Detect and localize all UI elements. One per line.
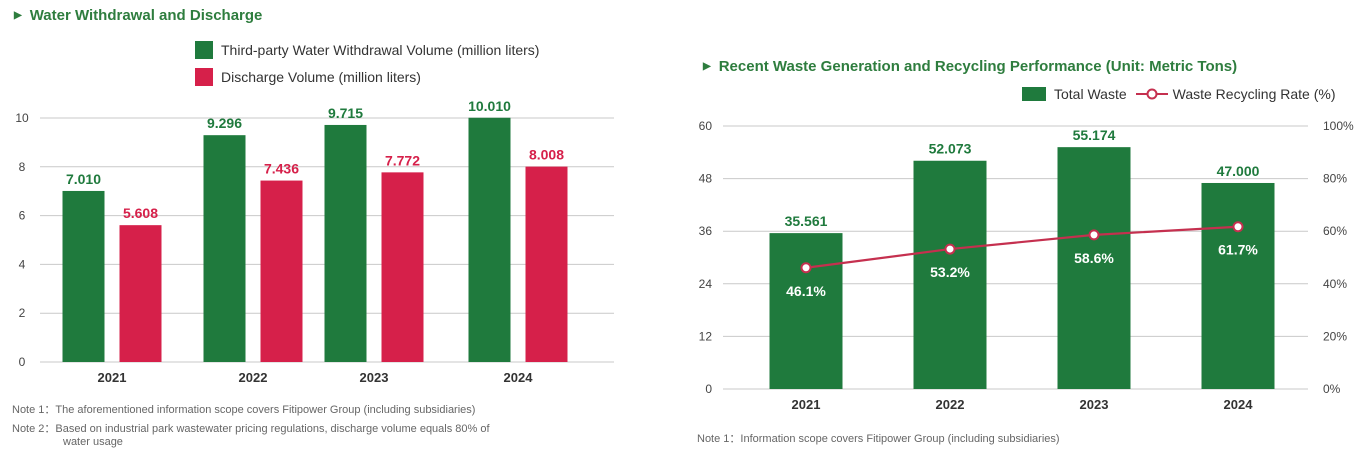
- y2-tick-label: 100%: [1323, 119, 1354, 133]
- data-label: 7.436: [264, 161, 299, 177]
- y-tick-label: 2: [19, 306, 26, 320]
- data-label: 5.608: [123, 205, 158, 221]
- water-chart-title: ▶ Water Withdrawal and Discharge: [14, 7, 263, 24]
- bar-withdrawal: [468, 117, 511, 362]
- bar-withdrawal: [324, 124, 367, 362]
- rate-label: 58.6%: [1074, 250, 1114, 266]
- x-tick-label: 2021: [98, 370, 127, 385]
- data-label: 8.008: [529, 147, 564, 163]
- rate-label: 46.1%: [786, 283, 826, 299]
- data-label: 47.000: [1217, 163, 1260, 179]
- legend-item-withdrawal: Third-party Water Withdrawal Volume (mil…: [195, 41, 539, 59]
- x-tick-label: 2022: [936, 397, 965, 412]
- legend-item-total-waste: Total Waste Waste Recycling Rate (%): [1022, 86, 1335, 102]
- legend-label-total-waste: Total Waste: [1054, 86, 1127, 102]
- water-chart: 0 2 4 6 8 10 2021 7.010 5.608 2022 9.296 7.436 2023 9…: [15, 98, 614, 385]
- legend-label-recycling-rate: Waste Recycling Rate (%): [1172, 86, 1336, 102]
- data-label: 10.010: [468, 98, 511, 114]
- water-note-1: Note 1：The aforementioned information sc…: [12, 404, 476, 416]
- recycling-rate-point: [800, 262, 812, 274]
- data-label: 9.715: [328, 105, 363, 121]
- x-tick-label: 2022: [239, 370, 268, 385]
- x-tick-label: 2021: [792, 397, 821, 412]
- waste-chart-panel: ▶ Recent Waste Generation and Recycling P…: [686, 0, 1372, 454]
- y-tick-label: 8: [19, 160, 26, 174]
- bar-total-waste: [913, 160, 987, 389]
- legend-label-discharge: Discharge Volume (million liters): [221, 69, 421, 85]
- bar-total-waste: [769, 233, 843, 389]
- data-label: 55.174: [1073, 127, 1116, 143]
- bar-discharge: [525, 166, 568, 362]
- legend-swatch-green: [1022, 87, 1046, 101]
- legend-line-marker-icon: [1135, 88, 1168, 100]
- water-note-2: Note 2：Based on industrial park wastewat…: [12, 423, 490, 448]
- recycling-rate-point: [1088, 229, 1100, 241]
- recycling-rate-line: [805, 225, 1239, 269]
- y-tick-label: 48: [699, 172, 713, 186]
- y-tick-label: 36: [699, 224, 713, 238]
- y-tick-label: 4: [19, 257, 26, 271]
- bar-total-waste: [1201, 182, 1275, 389]
- data-label: 7.010: [66, 171, 101, 187]
- rate-label: 61.7%: [1218, 242, 1258, 258]
- y-tick-label: 10: [15, 111, 29, 125]
- y2-tick-label: 20%: [1323, 329, 1347, 343]
- y-tick-label: 6: [19, 209, 26, 223]
- data-label: 52.073: [929, 141, 972, 157]
- y-tick-label: 60: [699, 119, 713, 133]
- y-tick-label: 0: [705, 382, 712, 396]
- y2-tick-label: 40%: [1323, 277, 1347, 291]
- x-tick-label: 2024: [1224, 397, 1254, 412]
- y-tick-label: 0: [19, 355, 26, 369]
- bar-total-waste: [1057, 147, 1131, 389]
- waste-chart-title: ▶ Recent Waste Generation and Recycling P…: [703, 58, 1238, 75]
- data-label: 7.772: [385, 152, 420, 168]
- y2-tick-label: 80%: [1323, 172, 1347, 186]
- bar-discharge: [119, 225, 162, 362]
- bar-withdrawal: [203, 135, 246, 362]
- data-label: 9.296: [207, 115, 242, 131]
- bar-discharge: [381, 172, 424, 362]
- bar-discharge: [260, 180, 303, 362]
- legend-label-withdrawal: Third-party Water Withdrawal Volume (mil…: [221, 42, 540, 58]
- water-chart-panel: ▶ Water Withdrawal and Discharge Third-pa…: [0, 0, 640, 454]
- legend-item-discharge: Discharge Volume (million liters): [195, 68, 421, 86]
- x-tick-label: 2024: [504, 370, 534, 385]
- rate-label: 53.2%: [930, 264, 970, 280]
- recycling-rate-point: [1232, 221, 1244, 233]
- recycling-rate-point: [944, 243, 956, 255]
- y2-tick-label: 0%: [1323, 382, 1341, 396]
- legend-swatch-green: [195, 41, 213, 59]
- y2-tick-label: 60%: [1323, 224, 1347, 238]
- x-tick-label: 2023: [360, 370, 389, 385]
- waste-note-1: Note 1：Information scope covers Fitipowe…: [697, 433, 1060, 445]
- legend-swatch-red: [195, 68, 213, 86]
- bar-withdrawal: [62, 190, 105, 362]
- y-tick-label: 24: [699, 277, 713, 291]
- x-tick-label: 2023: [1080, 397, 1109, 412]
- triangle-bullet-icon: ▶: [14, 10, 22, 21]
- data-label: 35.561: [785, 213, 828, 229]
- triangle-bullet-icon: ▶: [703, 61, 711, 72]
- y-tick-label: 12: [699, 329, 713, 343]
- waste-chart: 0 12 24 36 48 60 0% 20% 40% 60% 80% 100% 35.561 2021 5…: [699, 119, 1354, 412]
